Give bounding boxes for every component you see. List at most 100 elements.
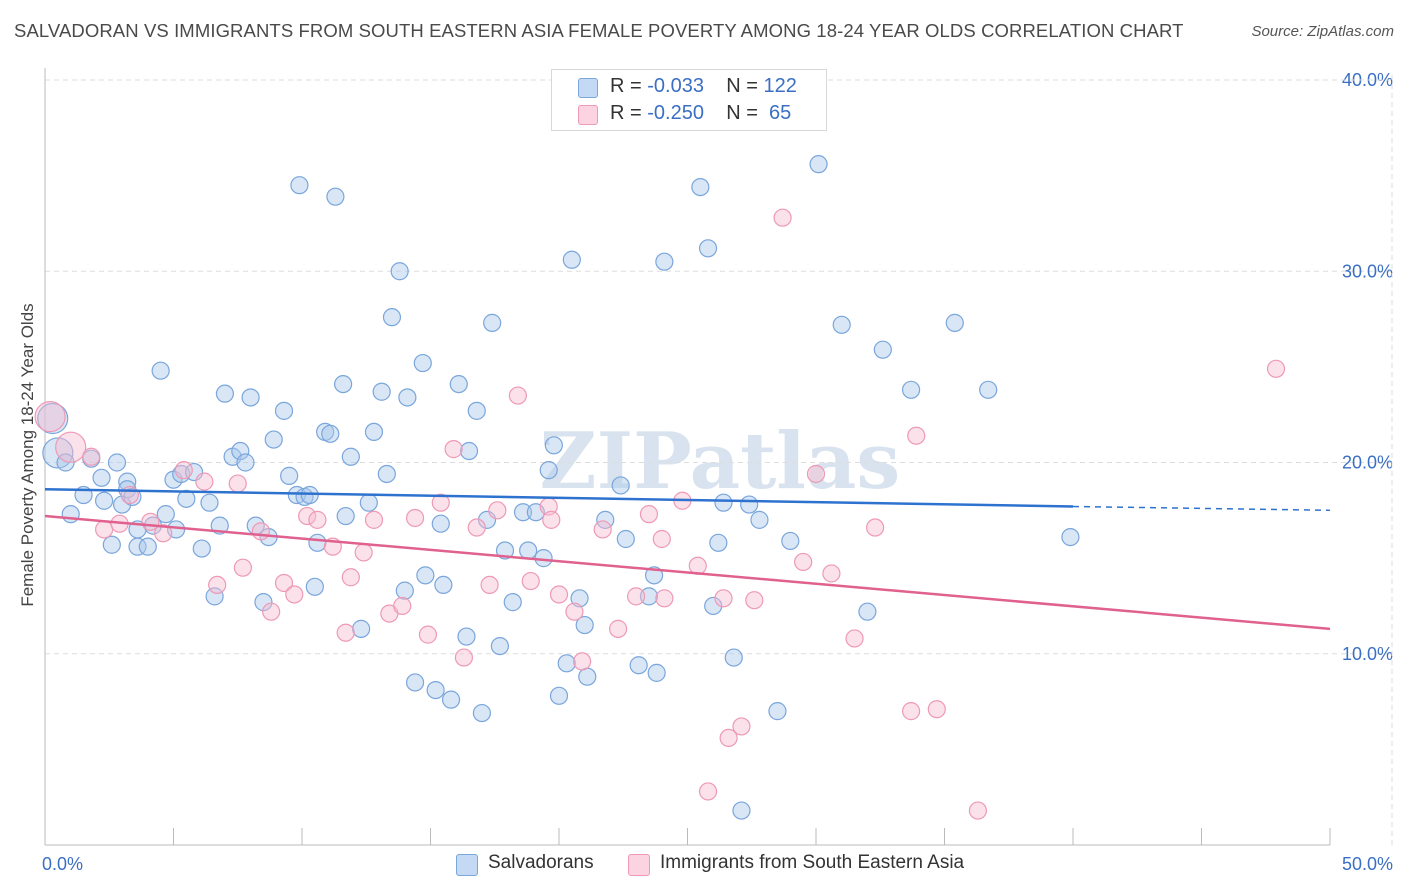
pink-point — [806, 464, 826, 484]
legend-swatch-blue — [578, 78, 598, 98]
pink-point — [732, 717, 751, 736]
pink-point — [639, 505, 659, 524]
blue-point — [431, 514, 450, 533]
blue-point — [382, 308, 402, 327]
blue-point — [107, 453, 127, 472]
blue-point — [128, 537, 147, 556]
pink-point — [251, 522, 270, 541]
blue-point — [151, 361, 170, 380]
pink-point — [336, 623, 355, 642]
blue-point — [544, 436, 563, 455]
pink-point — [845, 629, 864, 648]
blue-point — [472, 703, 491, 723]
blue-point — [1061, 527, 1080, 547]
legend-r-label: R = — [610, 75, 642, 97]
blue-point — [156, 505, 175, 524]
blue-point — [629, 656, 648, 675]
blue-point — [290, 176, 309, 195]
blue-point — [231, 441, 250, 461]
pink-point — [488, 501, 507, 520]
blue-point — [549, 686, 569, 705]
pink-point — [508, 386, 527, 405]
blue-point — [539, 461, 558, 480]
pink-point — [573, 652, 592, 671]
blue-point — [372, 382, 391, 401]
blue-point — [557, 654, 576, 673]
blue-point — [647, 663, 666, 682]
blue-point — [390, 262, 409, 281]
pink-point — [480, 575, 499, 595]
x-tick-label: 0.0% — [42, 854, 83, 874]
blue-trend-extension — [1072, 505, 1331, 512]
blue-point — [61, 505, 80, 524]
blue-point — [321, 424, 340, 443]
pink-point — [195, 472, 214, 491]
blue-point — [858, 602, 877, 621]
pink-point — [308, 510, 327, 529]
pink-point — [34, 401, 66, 433]
blue-point — [177, 489, 196, 508]
blue-point — [809, 155, 828, 174]
blue-point — [192, 539, 211, 558]
pink-point — [444, 440, 463, 459]
blue-point — [740, 495, 759, 514]
pink-point — [565, 602, 584, 621]
pink-point — [298, 506, 317, 526]
bottom-legend-label-blue: Salvadorans — [488, 852, 594, 873]
pink-point — [655, 589, 674, 608]
blue-point — [945, 313, 964, 332]
blue-point — [377, 464, 396, 484]
blue-point — [457, 627, 476, 646]
pink-point — [55, 431, 87, 463]
legend-r-label: R = — [610, 102, 642, 124]
pink-point — [120, 485, 139, 505]
pink-point — [354, 543, 373, 562]
legend-pink-n: 65 — [769, 102, 792, 124]
pink-point — [773, 208, 792, 227]
blue-trend-line — [44, 488, 1074, 508]
bottom-legend-swatch-blue — [456, 854, 478, 876]
blue-point — [434, 575, 453, 595]
pink-point — [714, 589, 733, 608]
blue-point — [326, 187, 345, 206]
blue-point — [575, 615, 594, 635]
blue-point — [102, 535, 121, 554]
y-tick-label: 40.0% — [1342, 70, 1393, 90]
correlation-legend: R = -0.033 N = 122 R = -0.250 N = 65 — [551, 69, 827, 131]
pink-point — [626, 587, 646, 606]
pink-point — [228, 474, 247, 493]
blue-point — [513, 503, 533, 522]
blue-point — [698, 239, 718, 258]
pink-point — [208, 575, 227, 595]
blue-point — [413, 353, 432, 373]
blue-point — [441, 690, 461, 709]
blue-point — [503, 593, 522, 612]
pink-point — [82, 447, 101, 466]
blue-point — [519, 541, 538, 560]
blue-point — [254, 593, 273, 612]
pink-point — [467, 518, 486, 537]
blue-point — [405, 673, 425, 692]
blue-point — [205, 587, 224, 606]
blue-point — [490, 636, 509, 656]
legend-swatch-pink — [578, 105, 598, 125]
legend-pink-r: -0.250 — [647, 102, 704, 124]
blue-point — [341, 447, 360, 466]
pink-point — [968, 801, 988, 820]
pink-point — [431, 493, 450, 512]
blue-point — [979, 380, 998, 399]
blue-point — [832, 315, 851, 334]
blue-point — [709, 533, 728, 552]
blue-point — [37, 402, 69, 435]
pink-point — [901, 702, 921, 721]
blue-point — [704, 596, 723, 616]
blue-point — [352, 619, 371, 638]
legend-n-label: N = — [726, 102, 758, 124]
blue-point — [570, 589, 589, 608]
pink-point — [233, 558, 252, 577]
blue-point — [750, 510, 769, 529]
pink-point — [285, 585, 304, 604]
blue-point — [873, 340, 892, 359]
pink-point — [154, 524, 173, 543]
blue-point — [467, 401, 486, 420]
